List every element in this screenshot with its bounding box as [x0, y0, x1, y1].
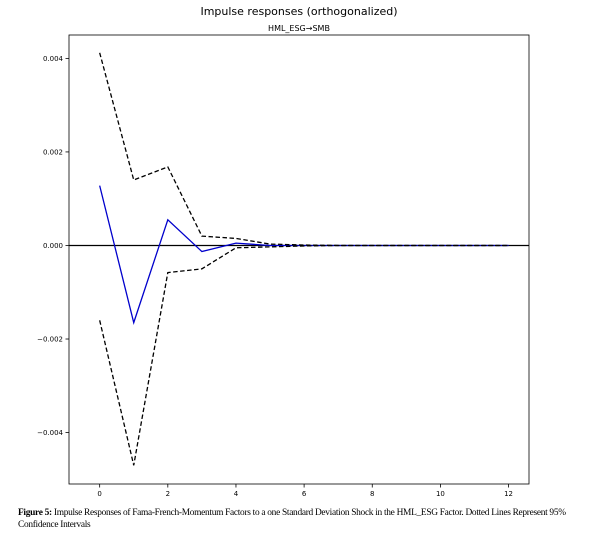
response-line-0 [99, 185, 509, 325]
plot-frame [68, 34, 530, 485]
ci-line-2 [99, 244, 509, 466]
y-tick-label-0: 0.004 [43, 55, 64, 63]
x-tick-label-6: 12 [504, 490, 513, 498]
chart-subtitle: HML_ESG→SMB [268, 24, 330, 33]
chart-marks: 0 2 4 6 8 10 12 0.004 0.002 0.000 −0.002 −0.004 [37, 52, 529, 498]
y-tick-label-3: −0.002 [37, 336, 63, 344]
caption-text: Impulse Responses of Fama-French-Momentu… [18, 508, 566, 530]
x-tick-label-3: 6 [302, 490, 307, 498]
y-tick-label-2: 0.000 [43, 242, 63, 250]
impulse-response-chart: Impulse responses (orthogonalized) HML_E… [37, 5, 530, 498]
caption-label: Figure 5: [18, 508, 52, 518]
x-tick-label-2: 4 [234, 490, 239, 498]
x-tick-label-1: 2 [166, 490, 170, 498]
y-tick-label-4: −0.004 [37, 429, 63, 437]
ci-line-1 [99, 52, 509, 247]
figure-caption: Figure 5: Impulse Responses of Fama-Fren… [18, 507, 598, 531]
x-tick-label-5: 10 [436, 490, 445, 498]
y-tick-label-1: 0.002 [43, 148, 63, 156]
x-tick-label-0: 0 [97, 490, 101, 498]
x-tick-label-4: 8 [370, 490, 374, 498]
chart-title: Impulse responses (orthogonalized) [200, 5, 397, 18]
